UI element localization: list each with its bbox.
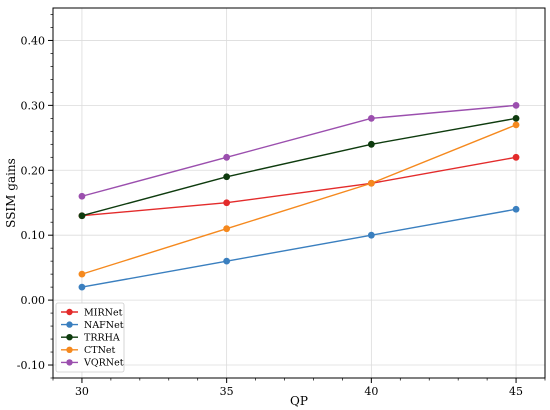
legend-label-vqrnet: VQRNet bbox=[83, 358, 124, 369]
data-point-vqrnet bbox=[512, 101, 520, 109]
data-point-trrha bbox=[512, 114, 520, 122]
data-point-vqrnet bbox=[223, 153, 231, 161]
data-point-mirnet bbox=[223, 199, 231, 207]
x-tick-label: 30 bbox=[75, 385, 89, 398]
plot-frame bbox=[52, 7, 546, 379]
y-tick-label: -0.10 bbox=[17, 359, 45, 372]
data-point-ctnet bbox=[78, 270, 86, 278]
data-point-nafnet bbox=[223, 257, 231, 265]
y-tick-label: 0.20 bbox=[21, 164, 46, 177]
x-axis-label: QP bbox=[290, 394, 308, 408]
data-point-nafnet bbox=[512, 205, 520, 213]
data-point-trrha bbox=[223, 173, 231, 181]
x-tick-label: 40 bbox=[364, 385, 378, 398]
series-line-mirnet bbox=[81, 156, 517, 217]
legend-label-ctnet: CTNet bbox=[84, 345, 116, 356]
legend-label-mirnet: MIRNet bbox=[84, 307, 123, 318]
axis-ticks: -0.10 0.00 0.10 0.20 0.30 0.40 30 35 40 45 bbox=[17, 14, 546, 398]
legend-box bbox=[55, 302, 125, 373]
legend-label-nafnet: NAFNet bbox=[84, 320, 124, 331]
y-tick-label: 0.40 bbox=[21, 34, 46, 47]
legend-marker-nafnet bbox=[66, 321, 73, 328]
data-point-nafnet bbox=[78, 283, 86, 291]
data-point-mirnet bbox=[512, 153, 520, 161]
data-point-ctnet bbox=[512, 121, 520, 129]
series-line-trrha bbox=[81, 117, 517, 217]
data-point-trrha bbox=[367, 140, 375, 148]
data-point-vqrnet bbox=[78, 192, 86, 200]
data-point-ctnet bbox=[367, 179, 375, 187]
series-line-ctnet bbox=[81, 124, 517, 275]
data-point-trrha bbox=[78, 212, 86, 220]
data-point-nafnet bbox=[367, 231, 375, 239]
grid bbox=[53, 8, 545, 378]
y-axis-label: SSIM gains bbox=[4, 158, 18, 228]
series-layer bbox=[78, 101, 520, 291]
x-tick-label: 45 bbox=[509, 385, 523, 398]
legend-marker-trrha bbox=[66, 334, 73, 341]
y-tick-label: 0.00 bbox=[21, 294, 46, 307]
series-line-nafnet bbox=[81, 208, 517, 288]
y-tick-label: 0.10 bbox=[21, 229, 46, 242]
legend-marker-mirnet bbox=[66, 308, 73, 316]
y-tick-label: 0.30 bbox=[21, 99, 46, 112]
series-line-vqrnet bbox=[81, 104, 517, 197]
x-tick-label: 35 bbox=[220, 385, 234, 398]
legend-label-trrha: TRRHA bbox=[84, 333, 120, 344]
data-point-vqrnet bbox=[367, 114, 375, 122]
legend-marker-vqrnet bbox=[66, 359, 73, 366]
data-point-ctnet bbox=[223, 225, 231, 233]
legend-marker-ctnet bbox=[66, 346, 73, 353]
